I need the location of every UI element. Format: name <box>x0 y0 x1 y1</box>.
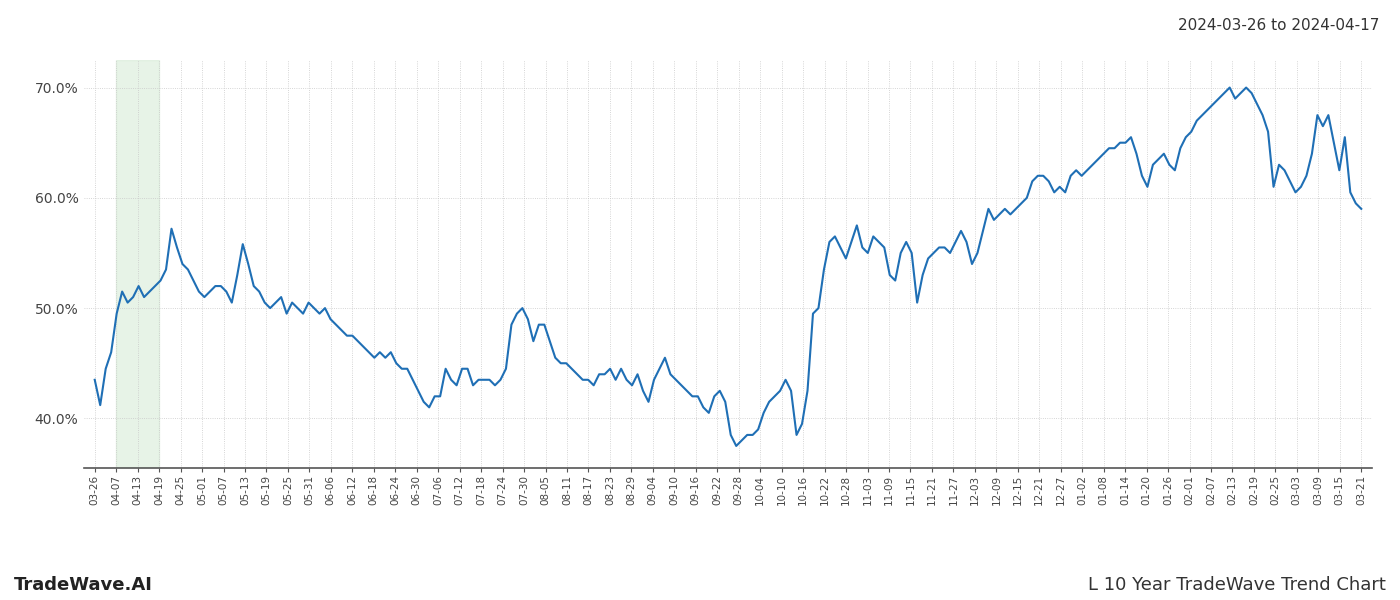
Text: L 10 Year TradeWave Trend Chart: L 10 Year TradeWave Trend Chart <box>1088 576 1386 594</box>
Text: 2024-03-26 to 2024-04-17: 2024-03-26 to 2024-04-17 <box>1177 18 1379 33</box>
Bar <box>116 60 160 468</box>
Text: TradeWave.AI: TradeWave.AI <box>14 576 153 594</box>
